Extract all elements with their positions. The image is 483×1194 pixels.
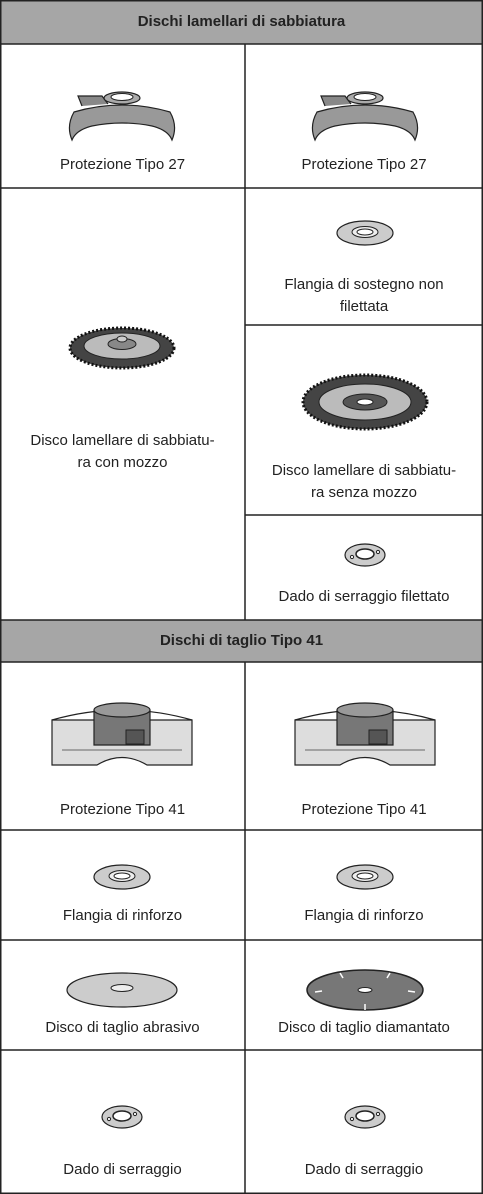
part-label: Dado di serraggio: [63, 1161, 182, 1178]
section-title: Dischi di taglio Tipo 41: [159, 632, 324, 649]
guard-icon: [68, 91, 176, 141]
part-label: Protezione Tipo 27: [301, 156, 427, 173]
part-label: Dado di serraggio filettato: [278, 588, 450, 605]
part-label: Flangia di rinforzo: [62, 907, 183, 924]
part-label: Protezione Tipo 41: [59, 801, 186, 818]
disc-hub-icon: [68, 326, 176, 370]
disc-icon: [301, 373, 429, 431]
guard-icon: [311, 91, 419, 141]
part-label: Protezione Tipo 41: [301, 801, 427, 818]
part-label: Disco di taglio abrasivo: [45, 1019, 200, 1036]
part-label: Flangia di sostegno non filettata: [284, 276, 444, 315]
flange-icon: [93, 864, 151, 890]
guard-icon: [294, 702, 436, 766]
abrasive-disc-icon: [66, 972, 178, 1008]
part-label: Disco lamellare di sabbiatu- ra senza mo…: [271, 462, 457, 501]
nut-icon: [101, 1105, 143, 1129]
nut-icon: [344, 1105, 386, 1129]
flange-icon: [336, 220, 394, 246]
part-label: Dado di serraggio: [304, 1161, 424, 1178]
part-label: Disco di taglio diamantato: [278, 1019, 450, 1036]
header-bg: [0, 0, 483, 44]
guard-icon: [51, 702, 193, 766]
header-bg: [0, 620, 483, 662]
part-label: Protezione Tipo 27: [59, 156, 186, 173]
part-label: Flangia di rinforzo: [304, 907, 424, 924]
nut-icon: [344, 543, 386, 567]
section-title: Dischi lamellari di sabbiatura: [137, 13, 346, 30]
diamond-disc-icon: [306, 969, 424, 1011]
flange-icon: [336, 864, 394, 890]
part-label: Disco lamellare di sabbiatu- ra con mozz…: [30, 432, 215, 471]
